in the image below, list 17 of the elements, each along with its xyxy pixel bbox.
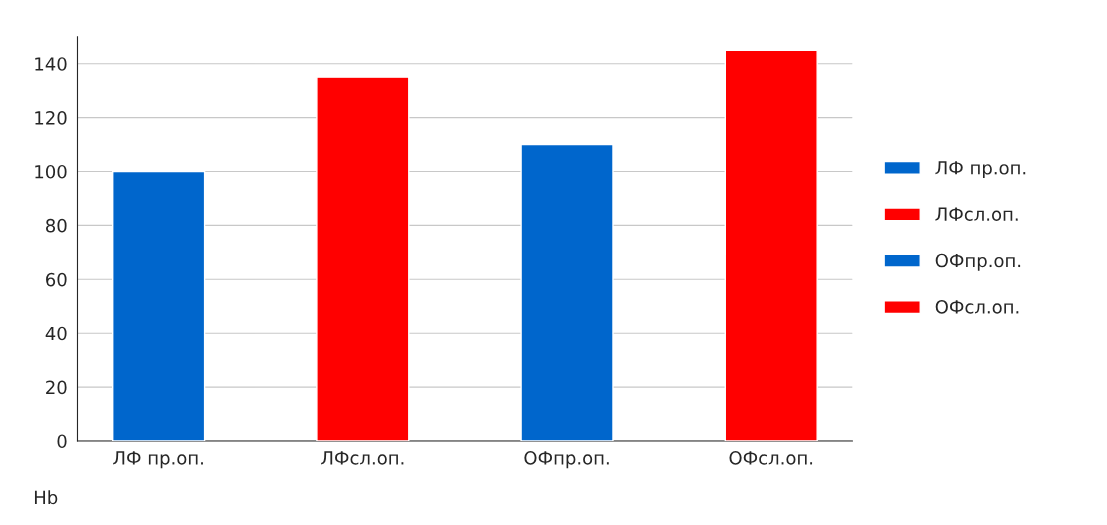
y-tick-label: 80	[46, 218, 67, 233]
y-tick-label: 100	[35, 164, 67, 179]
y-tick-label: 120	[35, 111, 67, 125]
y-tick-label: 60	[46, 272, 67, 287]
legend-label: ОФпр.оп.	[935, 253, 1021, 271]
y-tick-label: 140	[35, 57, 67, 71]
x-tick-label: ОФсл.оп.	[729, 451, 813, 465]
x-tick-label: ЛФсл.оп.	[321, 451, 404, 465]
legend-label: ЛФ пр.оп.	[935, 161, 1026, 179]
y-tick-label: 0	[57, 434, 67, 449]
text: Hb	[34, 490, 58, 505]
legend-label: ЛФсл.оп.	[935, 207, 1018, 221]
y-tick-label: 20	[46, 380, 67, 395]
legend-label: ОФсл.оп.	[935, 300, 1019, 314]
x-tick-label: ОФпр.оп.	[524, 451, 609, 469]
x-tick-label: ЛФ пр.оп.	[113, 451, 203, 469]
y-tick-label: 40	[45, 326, 67, 341]
